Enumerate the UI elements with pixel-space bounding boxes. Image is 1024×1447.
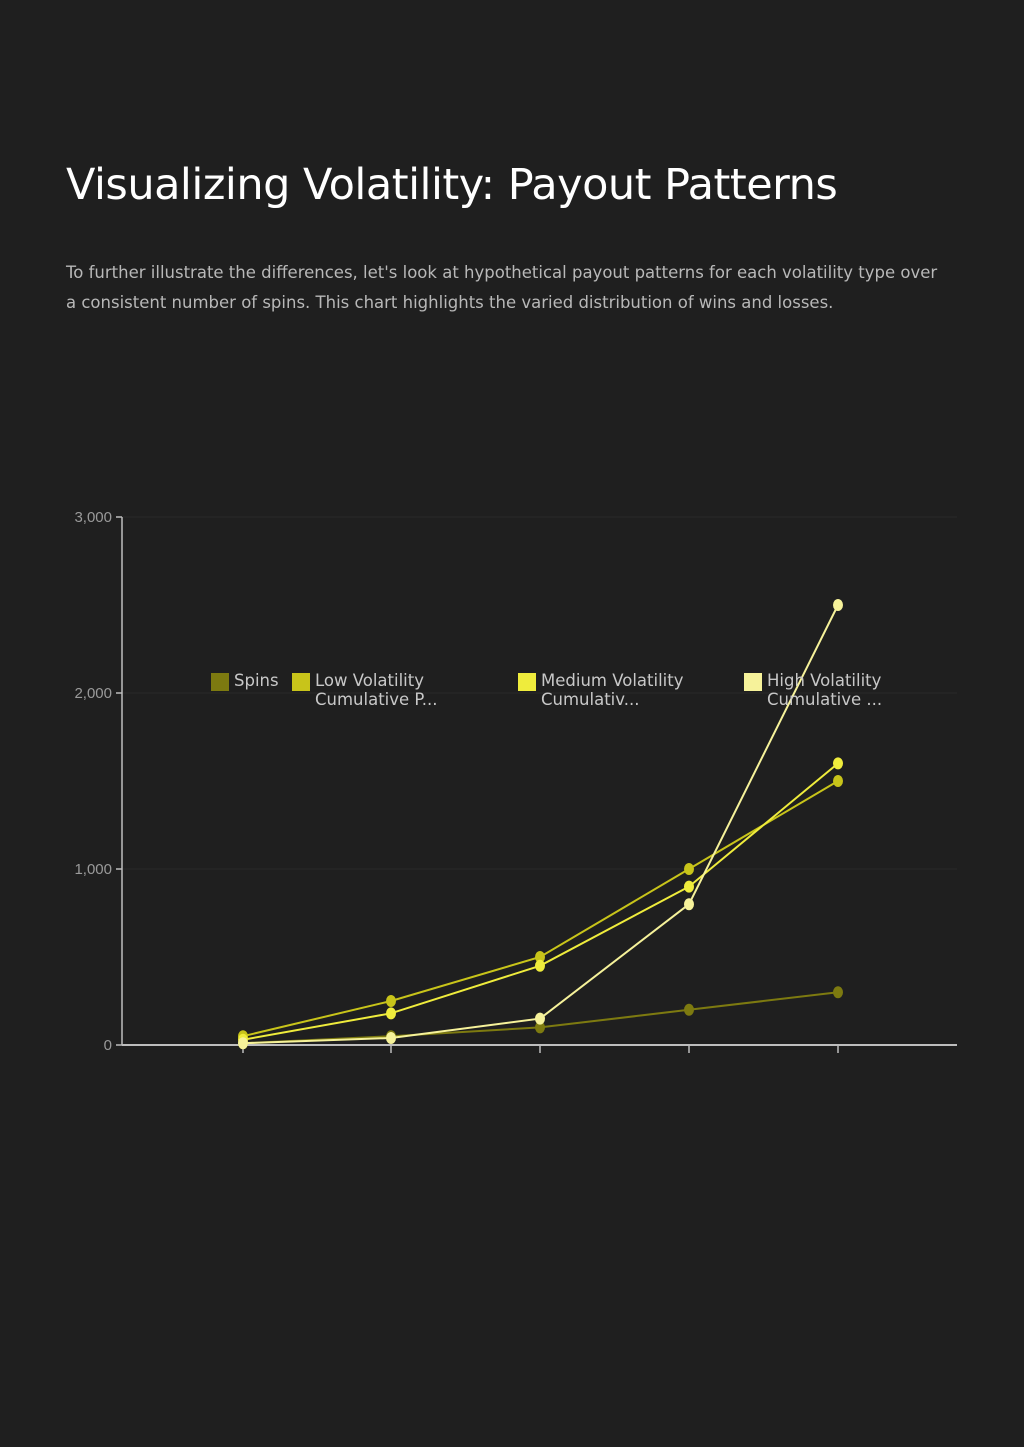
y-tick-label: 2,000 xyxy=(74,685,112,702)
data-point xyxy=(833,775,843,787)
series-lines xyxy=(238,599,843,1050)
data-point xyxy=(833,986,843,999)
data-point xyxy=(386,995,396,1007)
page-title: Visualizing Volatility: Payout Patterns xyxy=(66,160,838,210)
legend-item-3: High VolatilityCumulative ... xyxy=(744,671,882,709)
series-line xyxy=(242,780,839,1038)
series-line xyxy=(242,762,839,1041)
legend-item-2: Medium VolatilityCumulativ... xyxy=(518,671,684,709)
legend-label: Medium Volatility xyxy=(541,671,684,690)
legend-label: Spins xyxy=(234,671,279,690)
y-tick-label: 3,000 xyxy=(74,509,112,526)
data-point xyxy=(684,1003,694,1016)
intro-paragraph: To further illustrate the differences, l… xyxy=(66,263,938,312)
y-tick-label: 0 xyxy=(104,1037,112,1054)
data-point xyxy=(386,1031,396,1044)
data-point xyxy=(535,959,545,972)
legend-swatch xyxy=(744,673,762,691)
data-point xyxy=(833,757,843,770)
legend-swatch xyxy=(292,673,310,691)
legend-label: Cumulative ... xyxy=(767,690,882,709)
data-point xyxy=(684,863,694,875)
legend-swatch xyxy=(518,673,536,691)
legend-label: Low Volatility xyxy=(315,671,424,690)
data-point xyxy=(684,898,694,911)
axes: 0 1,000 2,000 3,000 xyxy=(74,509,957,1054)
legend-label: Cumulativ... xyxy=(541,690,639,709)
y-tick-label: 1,000 xyxy=(74,861,112,878)
data-point xyxy=(833,599,843,611)
data-point xyxy=(238,1037,248,1050)
legend-item-0: Spins xyxy=(211,671,279,691)
data-point xyxy=(535,1021,545,1034)
data-point xyxy=(535,951,545,963)
legend-swatch xyxy=(211,673,229,691)
data-point xyxy=(535,1012,545,1025)
series-3 xyxy=(238,599,843,1050)
data-point xyxy=(386,1007,396,1020)
legend-label: High Volatility xyxy=(767,671,882,690)
data-point xyxy=(684,880,694,893)
gridlines xyxy=(122,516,957,870)
legend-label: Cumulative P... xyxy=(315,690,438,709)
